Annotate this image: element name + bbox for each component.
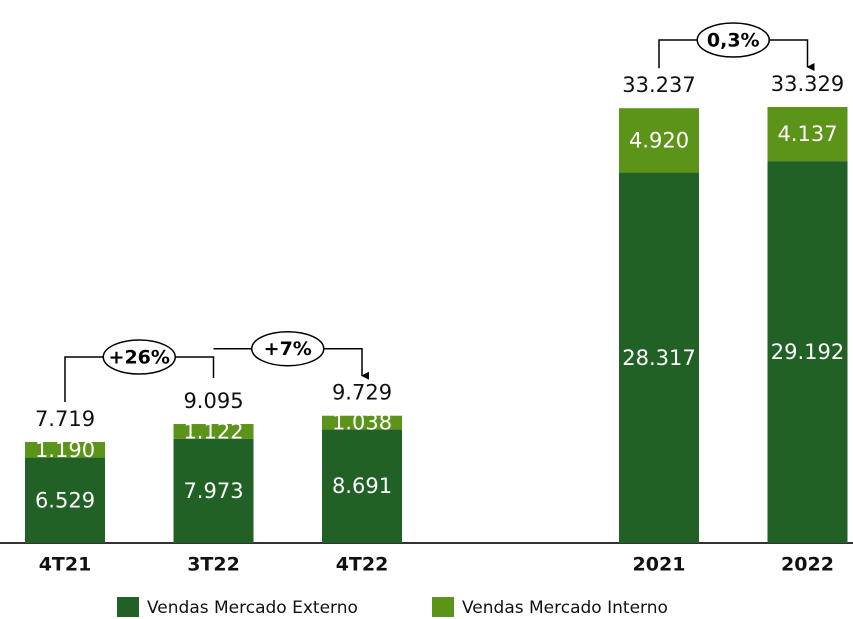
value-label: 4.137 xyxy=(777,122,837,146)
bar-segment xyxy=(25,457,105,543)
bar-segment xyxy=(173,424,254,439)
value-label: 4.920 xyxy=(629,128,689,152)
x-tick-label: 2022 xyxy=(781,554,834,576)
x-tick-label: 4T21 xyxy=(39,554,92,576)
x-tick-label: 3T22 xyxy=(187,554,240,576)
annotation-oval xyxy=(102,339,176,375)
bar-segment xyxy=(322,429,402,543)
value-label: 1.038 xyxy=(332,411,392,435)
annotation: +26% xyxy=(109,347,170,369)
total-label: 33.329 xyxy=(771,72,844,96)
legend-swatch xyxy=(117,597,139,617)
total-label: 33.237 xyxy=(622,73,695,97)
value-label: 6.529 xyxy=(35,488,95,512)
bar-segment xyxy=(767,161,848,543)
value-label: 28.317 xyxy=(622,346,695,370)
bar-segment xyxy=(767,107,848,162)
legend-label: Vendas Mercado Interno xyxy=(462,598,668,618)
bar-segment xyxy=(322,415,402,430)
total-label: 7.719 xyxy=(35,407,95,431)
x-tick-label: 2021 xyxy=(633,554,686,576)
bar-segment xyxy=(25,442,105,458)
x-tick-label: 4T22 xyxy=(336,554,389,576)
total-label: 9.095 xyxy=(183,389,243,413)
bar-segment xyxy=(173,438,254,543)
annotation-oval xyxy=(696,22,770,58)
value-label: 1.122 xyxy=(183,419,243,443)
value-label: 7.973 xyxy=(183,479,243,503)
value-label: 1.190 xyxy=(35,438,95,462)
legend-swatch xyxy=(432,597,454,617)
annotation-oval xyxy=(251,330,325,367)
value-label: 8.691 xyxy=(332,474,392,498)
legend-label: Vendas Mercado Externo xyxy=(147,598,358,618)
bar-segment xyxy=(619,172,699,543)
value-label: 29.192 xyxy=(771,340,844,364)
annotation: +7% xyxy=(264,338,312,360)
total-label: 9.729 xyxy=(332,381,392,405)
bar-segment xyxy=(619,108,699,173)
annotation: 0,3% xyxy=(707,30,760,52)
